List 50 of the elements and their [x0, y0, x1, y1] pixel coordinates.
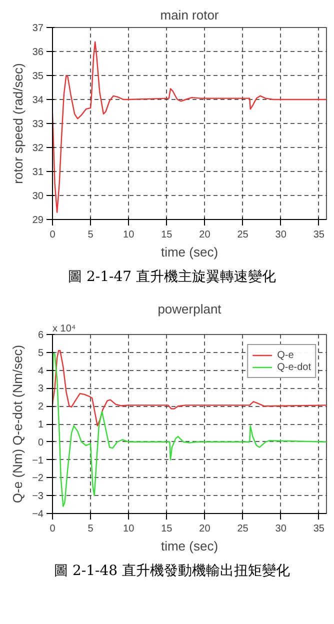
y-tick-label: 36 [32, 47, 44, 58]
y-tick-label: −1 [32, 455, 44, 466]
x-tick-label: 20 [199, 524, 211, 534]
y-tick-label: 33 [32, 119, 44, 130]
y-tick-label: 6 [38, 330, 44, 341]
x-tick-label: 5 [88, 524, 94, 534]
x-axis-title: time (sec) [160, 538, 218, 554]
y-tick-label: 0 [38, 437, 44, 448]
caption: 圖 2-1-47 直升機主旋翼轉速變化 [68, 268, 276, 287]
line-series [52, 352, 326, 507]
x-tick-label: 0 [50, 230, 56, 240]
chart-title: main rotor [160, 8, 220, 22]
y-tick-label: 5 [38, 348, 44, 359]
chart-title: powerplant [158, 302, 222, 316]
x-tick-label: 15 [161, 230, 173, 240]
caption: 圖 2-1-48 直升機發動機輸出扭矩變化 [54, 562, 290, 581]
x-tick-label: 0 [50, 524, 56, 534]
x-tick-label: 30 [275, 524, 287, 534]
line-series [52, 41, 326, 213]
y-tick-label: −4 [32, 509, 44, 520]
x-tick-label: 20 [199, 230, 211, 240]
y-axis-title: Q-e (Nm) Q-e-dot (Nm/sec) [10, 344, 26, 504]
y-tick-label: 3 [38, 384, 44, 395]
x-tick-label: 5 [88, 230, 94, 240]
y-tick-label: 35 [32, 71, 44, 82]
x-tick-label: 30 [275, 230, 287, 240]
x-tick-label: 25 [237, 230, 249, 240]
x-tick-label: 25 [237, 524, 249, 534]
x-tick-label: 15 [161, 524, 173, 534]
y-tick-label: 31 [32, 167, 44, 178]
y-tick-label: 1 [38, 420, 44, 430]
y-tick-label: 34 [32, 95, 44, 106]
y-axis-title: rotor speed (rad/sec) [10, 63, 26, 184]
y-tick-label: −2 [32, 473, 44, 484]
legend-label: Q-e-dot [277, 361, 311, 373]
y-tick-label: 2 [38, 402, 44, 413]
line-series [52, 350, 326, 426]
x-axis-title: time (sec) [160, 244, 218, 260]
y-tick-label: 32 [32, 143, 44, 154]
x-tick-label: 35 [313, 230, 325, 240]
y-tick-label: 29 [32, 215, 44, 226]
y-tick-label: 37 [32, 23, 44, 34]
text: x 10⁴ [52, 324, 76, 334]
legend-label: Q-e [277, 349, 295, 361]
x-tick-label: 10 [123, 524, 135, 534]
x-tick-label: 10 [123, 230, 135, 240]
y-tick-label: −3 [32, 491, 44, 502]
y-tick-label: 30 [32, 191, 44, 202]
y-tick-label: 4 [38, 366, 44, 377]
x-tick-label: 35 [313, 524, 325, 534]
